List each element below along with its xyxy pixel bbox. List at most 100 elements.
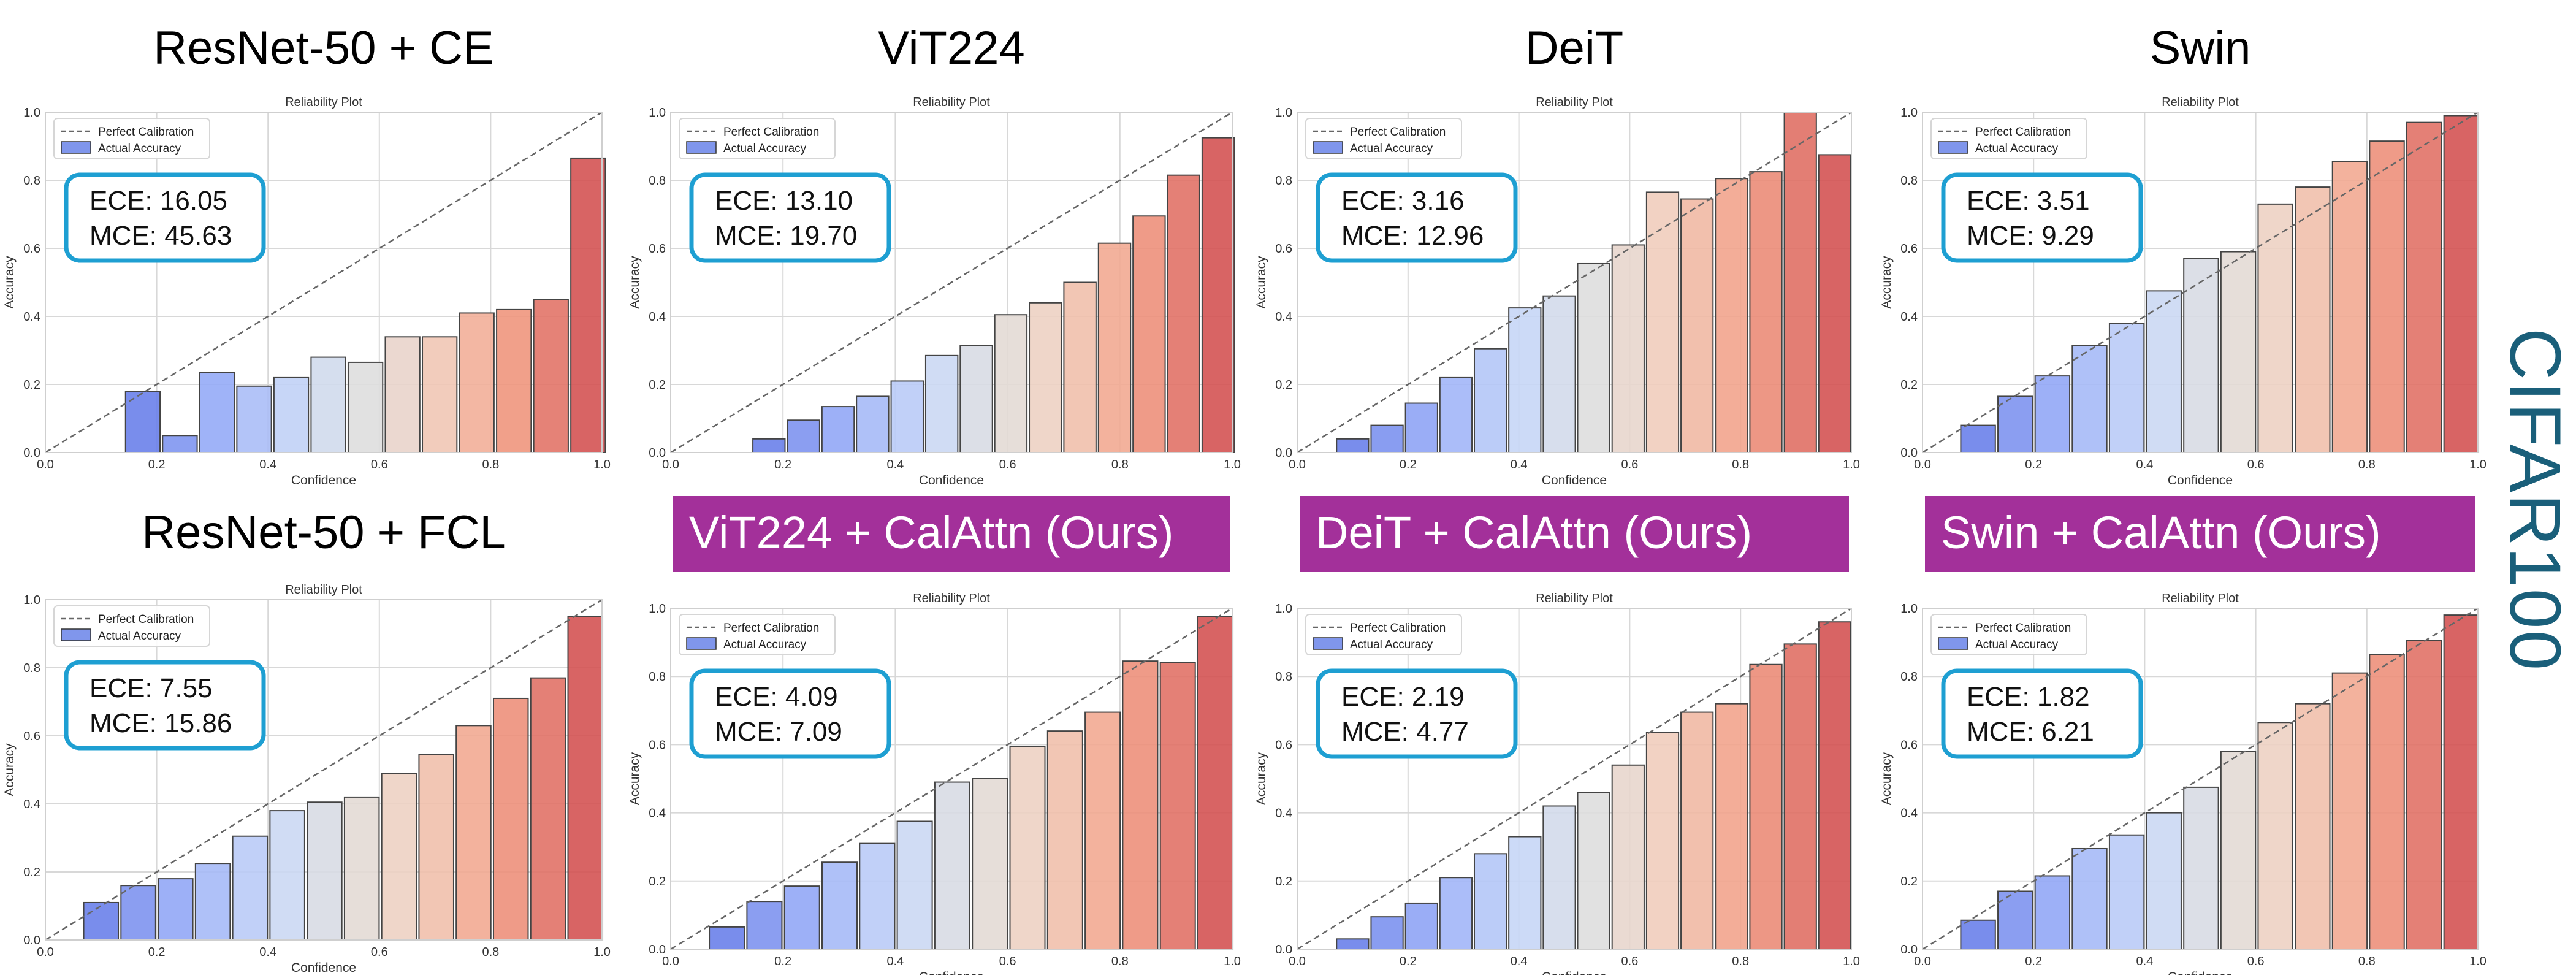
plot-frame: [45, 112, 603, 453]
accuracy-bar: [2369, 140, 2405, 454]
metrics-box: [689, 668, 891, 759]
x-tick-label: 1.0: [2469, 458, 2486, 472]
accuracy-bar: [1680, 711, 1714, 950]
perfect-calibration-line: [670, 111, 1233, 454]
y-axis-label: Accuracy: [1880, 256, 1894, 309]
legend-box: [1930, 118, 2087, 159]
y-tick-label: 0.2: [1275, 378, 1292, 392]
plot-frame: [45, 599, 603, 941]
accuracy-bar: [1029, 302, 1062, 453]
accuracy-bar: [2331, 161, 2368, 453]
accuracy-bar: [1084, 711, 1121, 950]
legend-entry: Perfect Calibration: [98, 613, 194, 626]
panel-heading: Swin + CalAttn (Ours): [1941, 507, 2381, 558]
x-tick-label: 0.8: [1732, 458, 1749, 472]
x-tick-label: 0.6: [371, 458, 388, 472]
accuracy-bar: [2034, 375, 2071, 453]
metrics-box: [1316, 668, 1518, 759]
x-tick-label: 0.0: [1914, 955, 1931, 968]
legend-entry: Actual Accuracy: [1350, 142, 1433, 155]
perfect-calibration-line: [45, 111, 603, 454]
accuracy-bar: [1645, 191, 1680, 453]
plot-frame: [1297, 608, 1852, 950]
accuracy-bar: [533, 299, 569, 453]
plot-title: Reliability Plot: [285, 96, 362, 109]
accuracy-bar: [1645, 732, 1680, 950]
x-axis-label: Confidence: [291, 961, 356, 975]
plot-title: Reliability Plot: [2162, 592, 2239, 605]
plot-title: Reliability Plot: [1536, 592, 1613, 605]
x-tick-label: 0.2: [774, 458, 791, 472]
x-tick-label: 0.2: [148, 458, 166, 472]
accuracy-bar: [1749, 171, 1783, 453]
legend-box: [1305, 118, 1462, 159]
accuracy-bar: [2331, 672, 2368, 950]
y-tick-label: 0.8: [649, 670, 666, 684]
x-tick-label: 0.8: [2358, 955, 2376, 968]
accuracy-bar: [1542, 805, 1576, 950]
mce-value: MCE: 9.29: [1967, 221, 2094, 251]
x-tick-label: 0.6: [1621, 458, 1638, 472]
legend-entry: Perfect Calibration: [1350, 126, 1446, 139]
y-tick-label: 0.8: [1900, 670, 1918, 684]
y-tick-label: 0.0: [1275, 943, 1292, 957]
accuracy-bar: [1336, 438, 1370, 453]
accuracy-bar: [1197, 616, 1234, 950]
y-tick-label: 0.0: [1900, 943, 1918, 957]
accuracy-bar: [1818, 621, 1852, 950]
heading-banner: [673, 496, 1230, 572]
x-tick-label: 1.0: [1224, 458, 1241, 472]
ece-value: ECE: 1.82: [1967, 682, 2090, 712]
perfect-calibration-line: [1922, 111, 2479, 454]
x-tick-label: 0.2: [1400, 458, 1417, 472]
accuracy-bar: [1404, 402, 1438, 454]
x-tick-label: 0.8: [1732, 955, 1749, 968]
x-tick-label: 0.0: [37, 458, 54, 472]
heading-banner: [1925, 496, 2475, 572]
x-tick-label: 0.4: [2136, 458, 2153, 472]
x-tick-label: 0.4: [886, 458, 904, 472]
legend-entry: Actual Accuracy: [723, 638, 807, 651]
x-tick-label: 0.6: [999, 955, 1016, 968]
x-tick-label: 1.0: [1224, 955, 1241, 968]
panel-heading: ViT224: [878, 22, 1024, 74]
x-axis-label: Confidence: [919, 473, 984, 487]
plot-title: Reliability Plot: [913, 96, 990, 109]
accuracy-bar: [236, 385, 272, 454]
panel-5: ResNet-50 + FCL Reliability Plot 0.0 0.2 0.4…: [2, 506, 611, 975]
panel-1: ResNet-50 + CE Reliability Plot 0.0 0.2 0.4 0…: [2, 22, 611, 487]
legend-box: [53, 118, 210, 159]
metrics-box: [1941, 668, 2143, 759]
mce-value: MCE: 4.77: [1341, 717, 1469, 747]
x-tick-label: 0.8: [1111, 955, 1129, 968]
accuracy-bar: [2406, 640, 2442, 950]
y-tick-label: 0.4: [23, 310, 40, 324]
legend-bar-swatch: [1938, 637, 1968, 650]
y-tick-label: 0.8: [1900, 174, 1918, 188]
accuracy-bar: [1783, 643, 1817, 950]
x-axis-label: Confidence: [2168, 473, 2233, 487]
x-tick-label: 0.4: [886, 955, 904, 968]
accuracy-bar: [2257, 203, 2293, 453]
y-axis-label: Accuracy: [1880, 752, 1894, 805]
ece-value: ECE: 3.16: [1341, 186, 1465, 216]
x-axis-label: Confidence: [919, 970, 984, 975]
x-tick-label: 0.0: [37, 946, 54, 959]
accuracy-bar: [821, 406, 855, 454]
plot-title: Reliability Plot: [2162, 96, 2239, 109]
accuracy-bar: [2369, 654, 2405, 950]
y-tick-label: 0.6: [1900, 242, 1918, 256]
y-tick-label: 0.0: [649, 446, 666, 460]
accuracy-bar: [1370, 424, 1404, 453]
accuracy-bar: [83, 901, 120, 941]
legend-bar-swatch: [1938, 141, 1968, 154]
ece-value: ECE: 16.05: [90, 186, 227, 216]
perfect-calibration-line: [1922, 607, 2479, 950]
y-tick-label: 0.6: [1275, 738, 1292, 752]
plot-frame: [670, 112, 1233, 453]
legend-bar-swatch: [1313, 141, 1343, 154]
mce-value: MCE: 6.21: [1967, 717, 2094, 747]
y-tick-label: 0.8: [649, 174, 666, 188]
legend-entry: Perfect Calibration: [723, 126, 819, 139]
accuracy-bar: [199, 372, 235, 454]
